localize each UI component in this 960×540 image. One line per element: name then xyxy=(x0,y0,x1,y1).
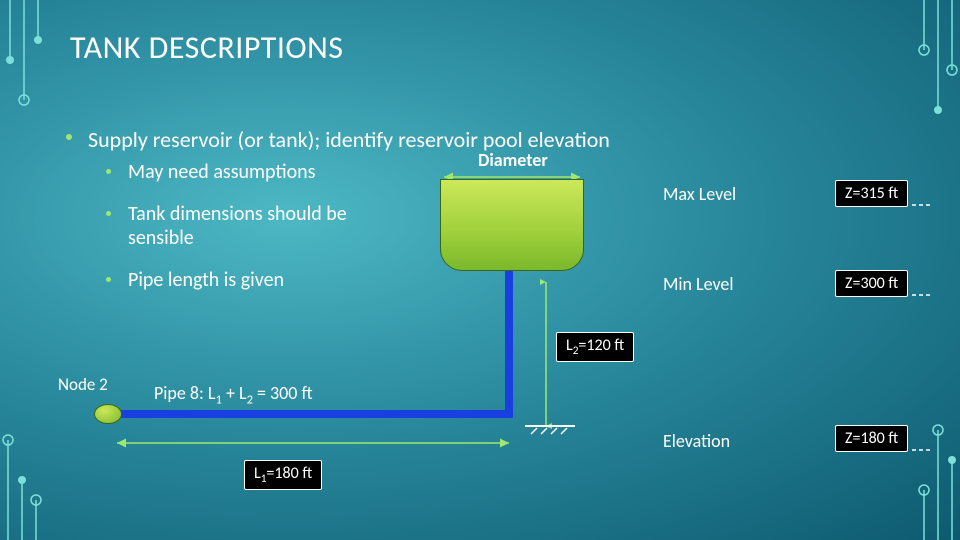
pipe8-label: Pipe 8: L1 + L2 = 300 ft xyxy=(154,382,313,408)
max-level-label: Max Level xyxy=(663,183,736,205)
sub-bullet: Pipe length is given xyxy=(106,268,348,292)
bullet-dot-icon xyxy=(66,134,72,140)
z-ground-tag: Z=180 ft xyxy=(835,425,908,452)
slide-title: TANK DESCRIPTIONS xyxy=(70,28,343,67)
node2-label: Node 2 xyxy=(58,374,108,395)
l1-tag: L1=180 ft xyxy=(244,460,322,490)
pipe-corner xyxy=(505,410,513,418)
diameter-label: Diameter xyxy=(478,149,548,171)
bullet-dot-icon xyxy=(106,277,111,282)
bullet-dot-icon xyxy=(106,169,111,174)
circuit-left xyxy=(0,0,120,540)
node-2-shape xyxy=(94,404,122,424)
z-min-tag: Z=300 ft xyxy=(835,270,908,297)
pipe-vertical xyxy=(505,271,513,418)
l2-tag: L2=120 ft xyxy=(556,332,634,362)
z-max-tag: Z=315 ft xyxy=(835,180,908,207)
pipe-horizontal xyxy=(113,410,513,418)
l2-dim-arrow xyxy=(540,278,552,430)
sub-bullet: May need assumptions xyxy=(106,160,348,184)
sub-bullet-list: May need assumptions Tank dimensions sho… xyxy=(106,160,348,310)
tank-shape xyxy=(440,179,584,271)
min-level-label: Min Level xyxy=(663,273,734,295)
elevation-label: Elevation xyxy=(663,430,730,452)
sub-bullet: Tank dimensions should be sensible xyxy=(106,202,348,250)
ground-mark-icon xyxy=(525,424,575,442)
bullet-dot-icon xyxy=(106,211,111,216)
l1-dim-arrow xyxy=(113,437,513,449)
